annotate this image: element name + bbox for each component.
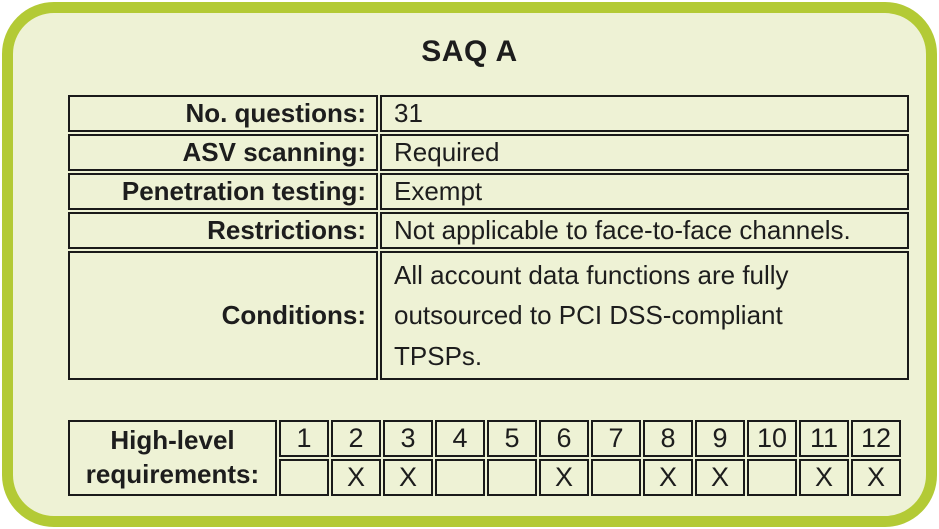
requirements-label: High-level requirements: xyxy=(68,420,277,496)
requirement-number-6: 6 xyxy=(539,420,589,457)
requirement-mark-5 xyxy=(487,459,537,496)
requirement-number-10: 10 xyxy=(747,420,797,457)
requirement-number-5: 5 xyxy=(487,420,537,457)
row-value-penetration-testing: Exempt xyxy=(380,173,909,210)
requirement-mark-7 xyxy=(591,459,641,496)
requirements-number-row: High-level requirements: 1 2 3 4 5 6 7 8… xyxy=(68,420,901,496)
row-label-restrictions: Restrictions: xyxy=(68,212,378,249)
row-value-no-questions: 31 xyxy=(380,95,909,132)
requirement-number-1: 1 xyxy=(279,420,329,457)
requirement-mark-11: X xyxy=(799,459,849,496)
requirement-number-4: 4 xyxy=(435,420,485,457)
details-table: No. questions: 31 ASV scanning: Required… xyxy=(66,93,911,382)
row-value-asv-scanning: Required xyxy=(380,134,909,171)
requirement-mark-1 xyxy=(279,459,329,496)
page-title: SAQ A xyxy=(421,35,518,68)
row-value-restrictions: Not applicable to face-to-face channels. xyxy=(380,212,909,249)
row-value-conditions: All account data functions are fully out… xyxy=(380,251,909,380)
requirement-number-9: 9 xyxy=(695,420,745,457)
table-row-penetration-testing: Penetration testing: Exempt xyxy=(68,173,909,210)
row-label-asv-scanning: ASV scanning: xyxy=(68,134,378,171)
requirement-number-12: 12 xyxy=(851,420,901,457)
table-row-no-questions: No. questions: 31 xyxy=(68,95,909,132)
requirement-mark-9: X xyxy=(695,459,745,496)
requirement-mark-3: X xyxy=(383,459,433,496)
row-label-conditions: Conditions: xyxy=(68,251,378,380)
requirement-number-11: 11 xyxy=(799,420,849,457)
requirement-mark-12: X xyxy=(851,459,901,496)
row-label-penetration-testing: Penetration testing: xyxy=(68,173,378,210)
requirement-number-3: 3 xyxy=(383,420,433,457)
table-row-conditions: Conditions: All account data functions a… xyxy=(68,251,909,380)
requirement-mark-4 xyxy=(435,459,485,496)
requirement-mark-10 xyxy=(747,459,797,496)
table-row-asv-scanning: ASV scanning: Required xyxy=(68,134,909,171)
table-row-restrictions: Restrictions: Not applicable to face-to-… xyxy=(68,212,909,249)
requirement-mark-2: X xyxy=(331,459,381,496)
requirement-number-2: 2 xyxy=(331,420,381,457)
requirement-mark-8: X xyxy=(643,459,693,496)
requirement-mark-6: X xyxy=(539,459,589,496)
requirements-table: High-level requirements: 1 2 3 4 5 6 7 8… xyxy=(66,418,903,498)
requirements-mark-row: X X X X X X X xyxy=(68,459,901,496)
row-label-no-questions: No. questions: xyxy=(68,95,378,132)
requirement-number-7: 7 xyxy=(591,420,641,457)
requirement-number-8: 8 xyxy=(643,420,693,457)
